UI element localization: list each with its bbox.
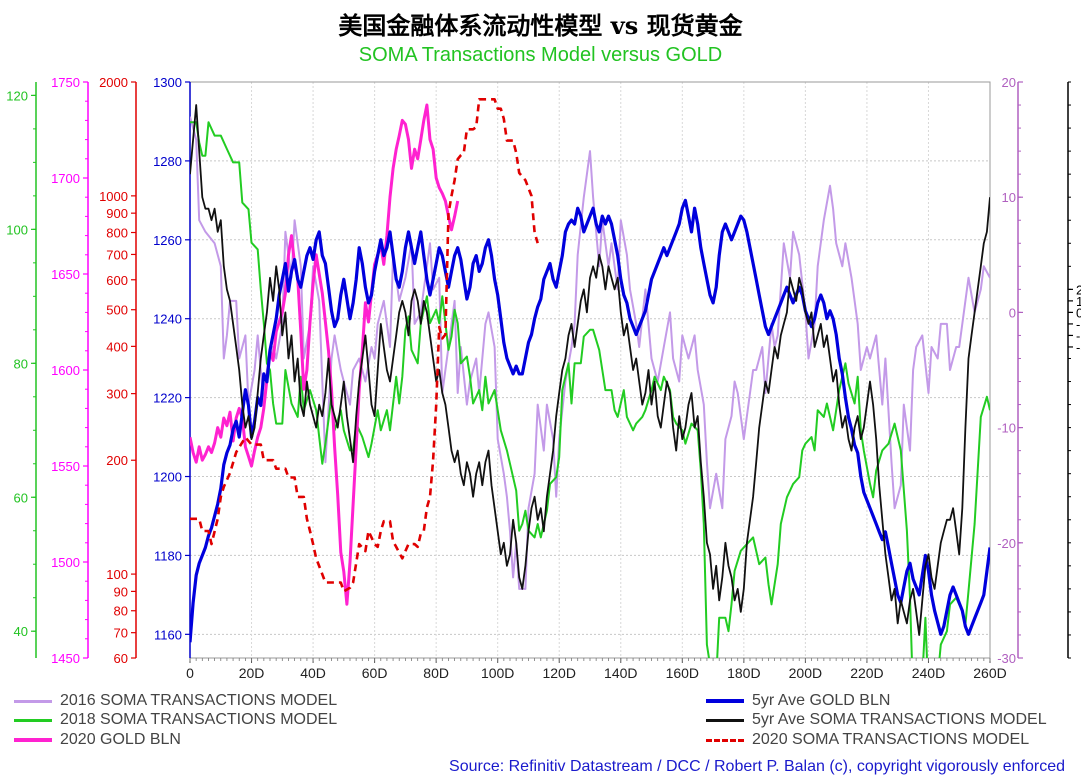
- tick-label: 1160: [154, 627, 182, 642]
- x-tick-label: 260D: [973, 665, 1006, 681]
- tick-label: 700: [106, 247, 128, 262]
- legend-item-2020-gold: 2020 GOLD BLN: [14, 731, 181, 749]
- x-tick-label: 220D: [850, 665, 883, 681]
- tick-label: 900: [106, 206, 128, 221]
- legend-label: 2016 SOMA TRANSACTIONS MODEL: [60, 692, 338, 709]
- x-tick-label: 60D: [362, 665, 388, 681]
- tick-label: 40: [14, 624, 28, 639]
- legend-swatch: [14, 738, 52, 742]
- tick-label: -2: [1076, 328, 1081, 343]
- legend-swatch: [14, 699, 52, 703]
- legend-label: 2018 SOMA TRANSACTIONS MODEL: [60, 711, 338, 728]
- tick-label: 500: [106, 303, 128, 318]
- tick-label: 1550: [51, 459, 80, 474]
- legend-item-5yr-gold: 5yr Ave GOLD BLN: [706, 692, 890, 710]
- tick-label: -3: [1076, 340, 1081, 355]
- tick-label: 0: [1076, 305, 1081, 320]
- x-tick-label: 20D: [239, 665, 265, 681]
- chart-title: 美国金融体系流动性模型 vs 现货黄金: [338, 11, 743, 40]
- tick-label: 60: [114, 651, 128, 666]
- x-tick-label: 180D: [727, 665, 760, 681]
- legend-label: 5yr Ave GOLD BLN: [752, 692, 891, 709]
- tick-label: 0: [1009, 305, 1016, 320]
- legend-item-2020-soma: 2020 SOMA TRANSACTIONS MODEL: [706, 731, 1029, 749]
- tick-label: 600: [106, 273, 128, 288]
- legend-label: 2020 GOLD BLN: [60, 731, 181, 748]
- x-tick-label: 200D: [789, 665, 822, 681]
- tick-label: 1750: [51, 75, 80, 90]
- series-line-3: [190, 198, 990, 643]
- tick-label: 100: [106, 567, 128, 582]
- legend-swatch: [706, 699, 744, 703]
- tick-label: 1000: [99, 189, 128, 204]
- legend-swatch: [706, 738, 744, 742]
- tick-label: 80: [14, 356, 28, 371]
- tick-label: 1700: [51, 171, 80, 186]
- legend-label: 2020 SOMA TRANSACTIONS MODEL: [752, 731, 1030, 748]
- tick-label: 1300: [153, 75, 182, 90]
- legend-item-2016-soma: 2016 SOMA TRANSACTIONS MODEL: [14, 692, 337, 710]
- tick-label: 70: [114, 626, 128, 641]
- tick-label: 1450: [51, 651, 80, 666]
- x-tick-label: 0: [186, 665, 194, 681]
- source-note: Source: Refinitiv Datastream / DCC / Rob…: [449, 758, 1065, 775]
- legend-item-5yr-soma: 5yr Ave SOMA TRANSACTIONS MODEL: [706, 711, 1047, 729]
- legend-item-2018-soma: 2018 SOMA TRANSACTIONS MODEL: [14, 711, 337, 729]
- tick-label: 200: [106, 453, 128, 468]
- x-tick-label: 120D: [542, 665, 575, 681]
- tick-label: -1: [1076, 317, 1081, 332]
- legend-label: 5yr Ave SOMA TRANSACTIONS MODEL: [752, 711, 1047, 728]
- series-line-4: [190, 104, 990, 636]
- tick-label: 60: [14, 490, 28, 505]
- x-tick-label: 240D: [912, 665, 945, 681]
- tick-label: 1220: [153, 391, 182, 406]
- tick-label: -30: [997, 651, 1016, 666]
- tick-label: 100: [6, 222, 28, 237]
- legend-swatch: [14, 718, 52, 722]
- series-line-5: [190, 98, 539, 593]
- x-tick-label: 160D: [666, 665, 699, 681]
- x-tick-label: 80D: [423, 665, 449, 681]
- tick-label: 10: [1002, 190, 1016, 205]
- tick-label: -20: [997, 536, 1016, 551]
- series-line-0: [190, 116, 990, 590]
- tick-label: 1500: [51, 555, 80, 570]
- tick-label: 1: [1076, 294, 1081, 309]
- tick-label: 1180: [154, 548, 182, 563]
- legend-swatch: [706, 718, 744, 722]
- tick-label: 120: [6, 88, 28, 103]
- tick-label: 1600: [51, 363, 80, 378]
- tick-label: 800: [106, 226, 128, 241]
- tick-label: 1200: [153, 470, 182, 485]
- tick-label: 2: [1076, 282, 1081, 297]
- tick-label: 2000: [99, 75, 128, 90]
- tick-label: 400: [106, 339, 128, 354]
- tick-label: 300: [106, 387, 128, 402]
- plot-frame: [189, 81, 991, 659]
- tick-label: 20: [1002, 75, 1016, 90]
- tick-label: 1240: [153, 312, 182, 327]
- tick-label: 1650: [51, 267, 80, 282]
- tick-label: 1260: [153, 233, 182, 248]
- x-tick-label: 140D: [604, 665, 637, 681]
- x-tick-label: 100D: [481, 665, 514, 681]
- chart-subtitle: SOMA Transactions Model versus GOLD: [358, 44, 723, 66]
- tick-label: -10: [997, 421, 1016, 436]
- tick-label: 90: [114, 584, 128, 599]
- tick-label: 80: [114, 604, 128, 619]
- x-tick-label: 40D: [300, 665, 326, 681]
- tick-label: 1280: [153, 154, 182, 169]
